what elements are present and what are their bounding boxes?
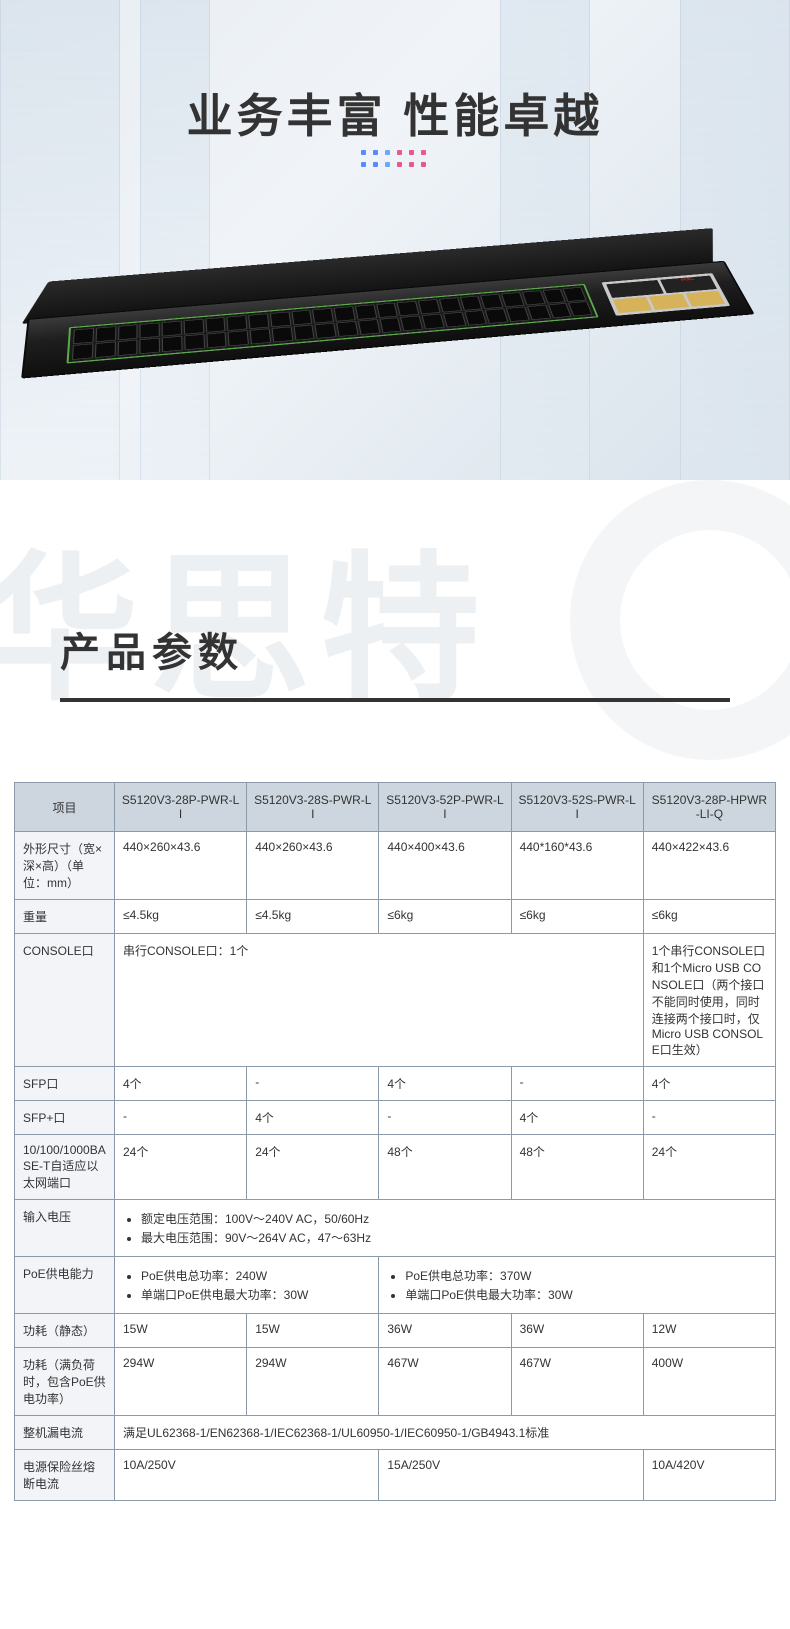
table-cell: 4个 [511, 1101, 643, 1135]
switch-management-area: H3C [601, 273, 730, 316]
table-header-label: 项目 [15, 783, 115, 832]
table-row-label: CONSOLE口 [15, 934, 115, 1067]
table-cell: 400W [643, 1348, 775, 1416]
table-cell: 10A/420V [643, 1450, 775, 1501]
table-cell: 串行CONSOLE口：1个 [115, 934, 644, 1067]
table-cell: 额定电压范围：100V～240V AC，50/60Hz最大电压范围：90V～26… [115, 1200, 776, 1257]
table-header-model: S5120V3-28P-PWR-LI [115, 783, 247, 832]
table-cell: - [511, 1067, 643, 1101]
table-cell: 48个 [511, 1135, 643, 1200]
table-cell: 15A/250V [379, 1450, 643, 1501]
table-cell: 36W [511, 1314, 643, 1348]
spec-table: 项目S5120V3-28P-PWR-LIS5120V3-28S-PWR-LIS5… [14, 782, 776, 1501]
table-cell: 24个 [643, 1135, 775, 1200]
table-cell: ≤6kg [379, 900, 511, 934]
table-cell: 满足UL62368-1/EN62368-1/IEC62368-1/UL60950… [115, 1416, 776, 1450]
table-cell: 4个 [379, 1067, 511, 1101]
table-cell: PoE供电总功率：240W单端口PoE供电最大功率：30W [115, 1257, 379, 1314]
table-row-label: 重量 [15, 900, 115, 934]
table-cell: 12W [643, 1314, 775, 1348]
table-cell: 4个 [643, 1067, 775, 1101]
table-cell: 4个 [247, 1101, 379, 1135]
table-cell: 4个 [115, 1067, 247, 1101]
table-cell: 294W [247, 1348, 379, 1416]
table-cell: - [643, 1101, 775, 1135]
section-rule [60, 698, 730, 702]
section-title: 产品参数 [60, 620, 790, 678]
table-cell: 15W [115, 1314, 247, 1348]
table-row-label: 10/100/1000BASE-T自适应以太网端口 [15, 1135, 115, 1200]
table-row-label: SFP口 [15, 1067, 115, 1101]
hero-banner: 业务丰富 性能卓越 H3C [0, 0, 790, 480]
table-cell: 440×260×43.6 [247, 832, 379, 900]
table-cell: - [247, 1067, 379, 1101]
hero-decorative-dots [361, 150, 429, 170]
table-cell: 294W [115, 1348, 247, 1416]
table-row-label: 整机漏电流 [15, 1416, 115, 1450]
table-cell: - [115, 1101, 247, 1135]
table-cell: 24个 [115, 1135, 247, 1200]
table-row-label: 输入电压 [15, 1200, 115, 1257]
table-row-label: 外形尺寸（宽×深×高）（单位：mm） [15, 832, 115, 900]
table-row-label: 电源保险丝熔断电流 [15, 1450, 115, 1501]
table-cell: 440×260×43.6 [115, 832, 247, 900]
table-cell: 467W [379, 1348, 511, 1416]
table-row-label: 功耗（静态） [15, 1314, 115, 1348]
table-cell: ≤4.5kg [115, 900, 247, 934]
table-cell: 440×400×43.6 [379, 832, 511, 900]
table-row-label: PoE供电能力 [15, 1257, 115, 1314]
table-row-label: 功耗（满负荷时，包含PoE供电功率） [15, 1348, 115, 1416]
table-cell: 48个 [379, 1135, 511, 1200]
table-cell: ≤6kg [511, 900, 643, 934]
table-header-model: S5120V3-52S-PWR-LI [511, 783, 643, 832]
table-row-label: SFP+口 [15, 1101, 115, 1135]
table-cell: 440*160*43.6 [511, 832, 643, 900]
table-cell: PoE供电总功率：370W单端口PoE供电最大功率：30W [379, 1257, 776, 1314]
table-cell: 24个 [247, 1135, 379, 1200]
table-cell: 36W [379, 1314, 511, 1348]
hero-title: 业务丰富 性能卓越 [187, 80, 604, 146]
table-cell: ≤6kg [643, 900, 775, 934]
table-cell: - [379, 1101, 511, 1135]
table-header-model: S5120V3-52P-PWR-LI [379, 783, 511, 832]
table-cell: 15W [247, 1314, 379, 1348]
table-header-model: S5120V3-28S-PWR-LI [247, 783, 379, 832]
table-cell: 10A/250V [115, 1450, 379, 1501]
table-header-model: S5120V3-28P-HPWR-LI-Q [643, 783, 775, 832]
table-cell: 467W [511, 1348, 643, 1416]
table-cell: 440×422×43.6 [643, 832, 775, 900]
table-cell: ≤4.5kg [247, 900, 379, 934]
table-cell: 1个串行CONSOLE口和1个Micro USB CONSOLE口（两个接口不能… [643, 934, 775, 1067]
